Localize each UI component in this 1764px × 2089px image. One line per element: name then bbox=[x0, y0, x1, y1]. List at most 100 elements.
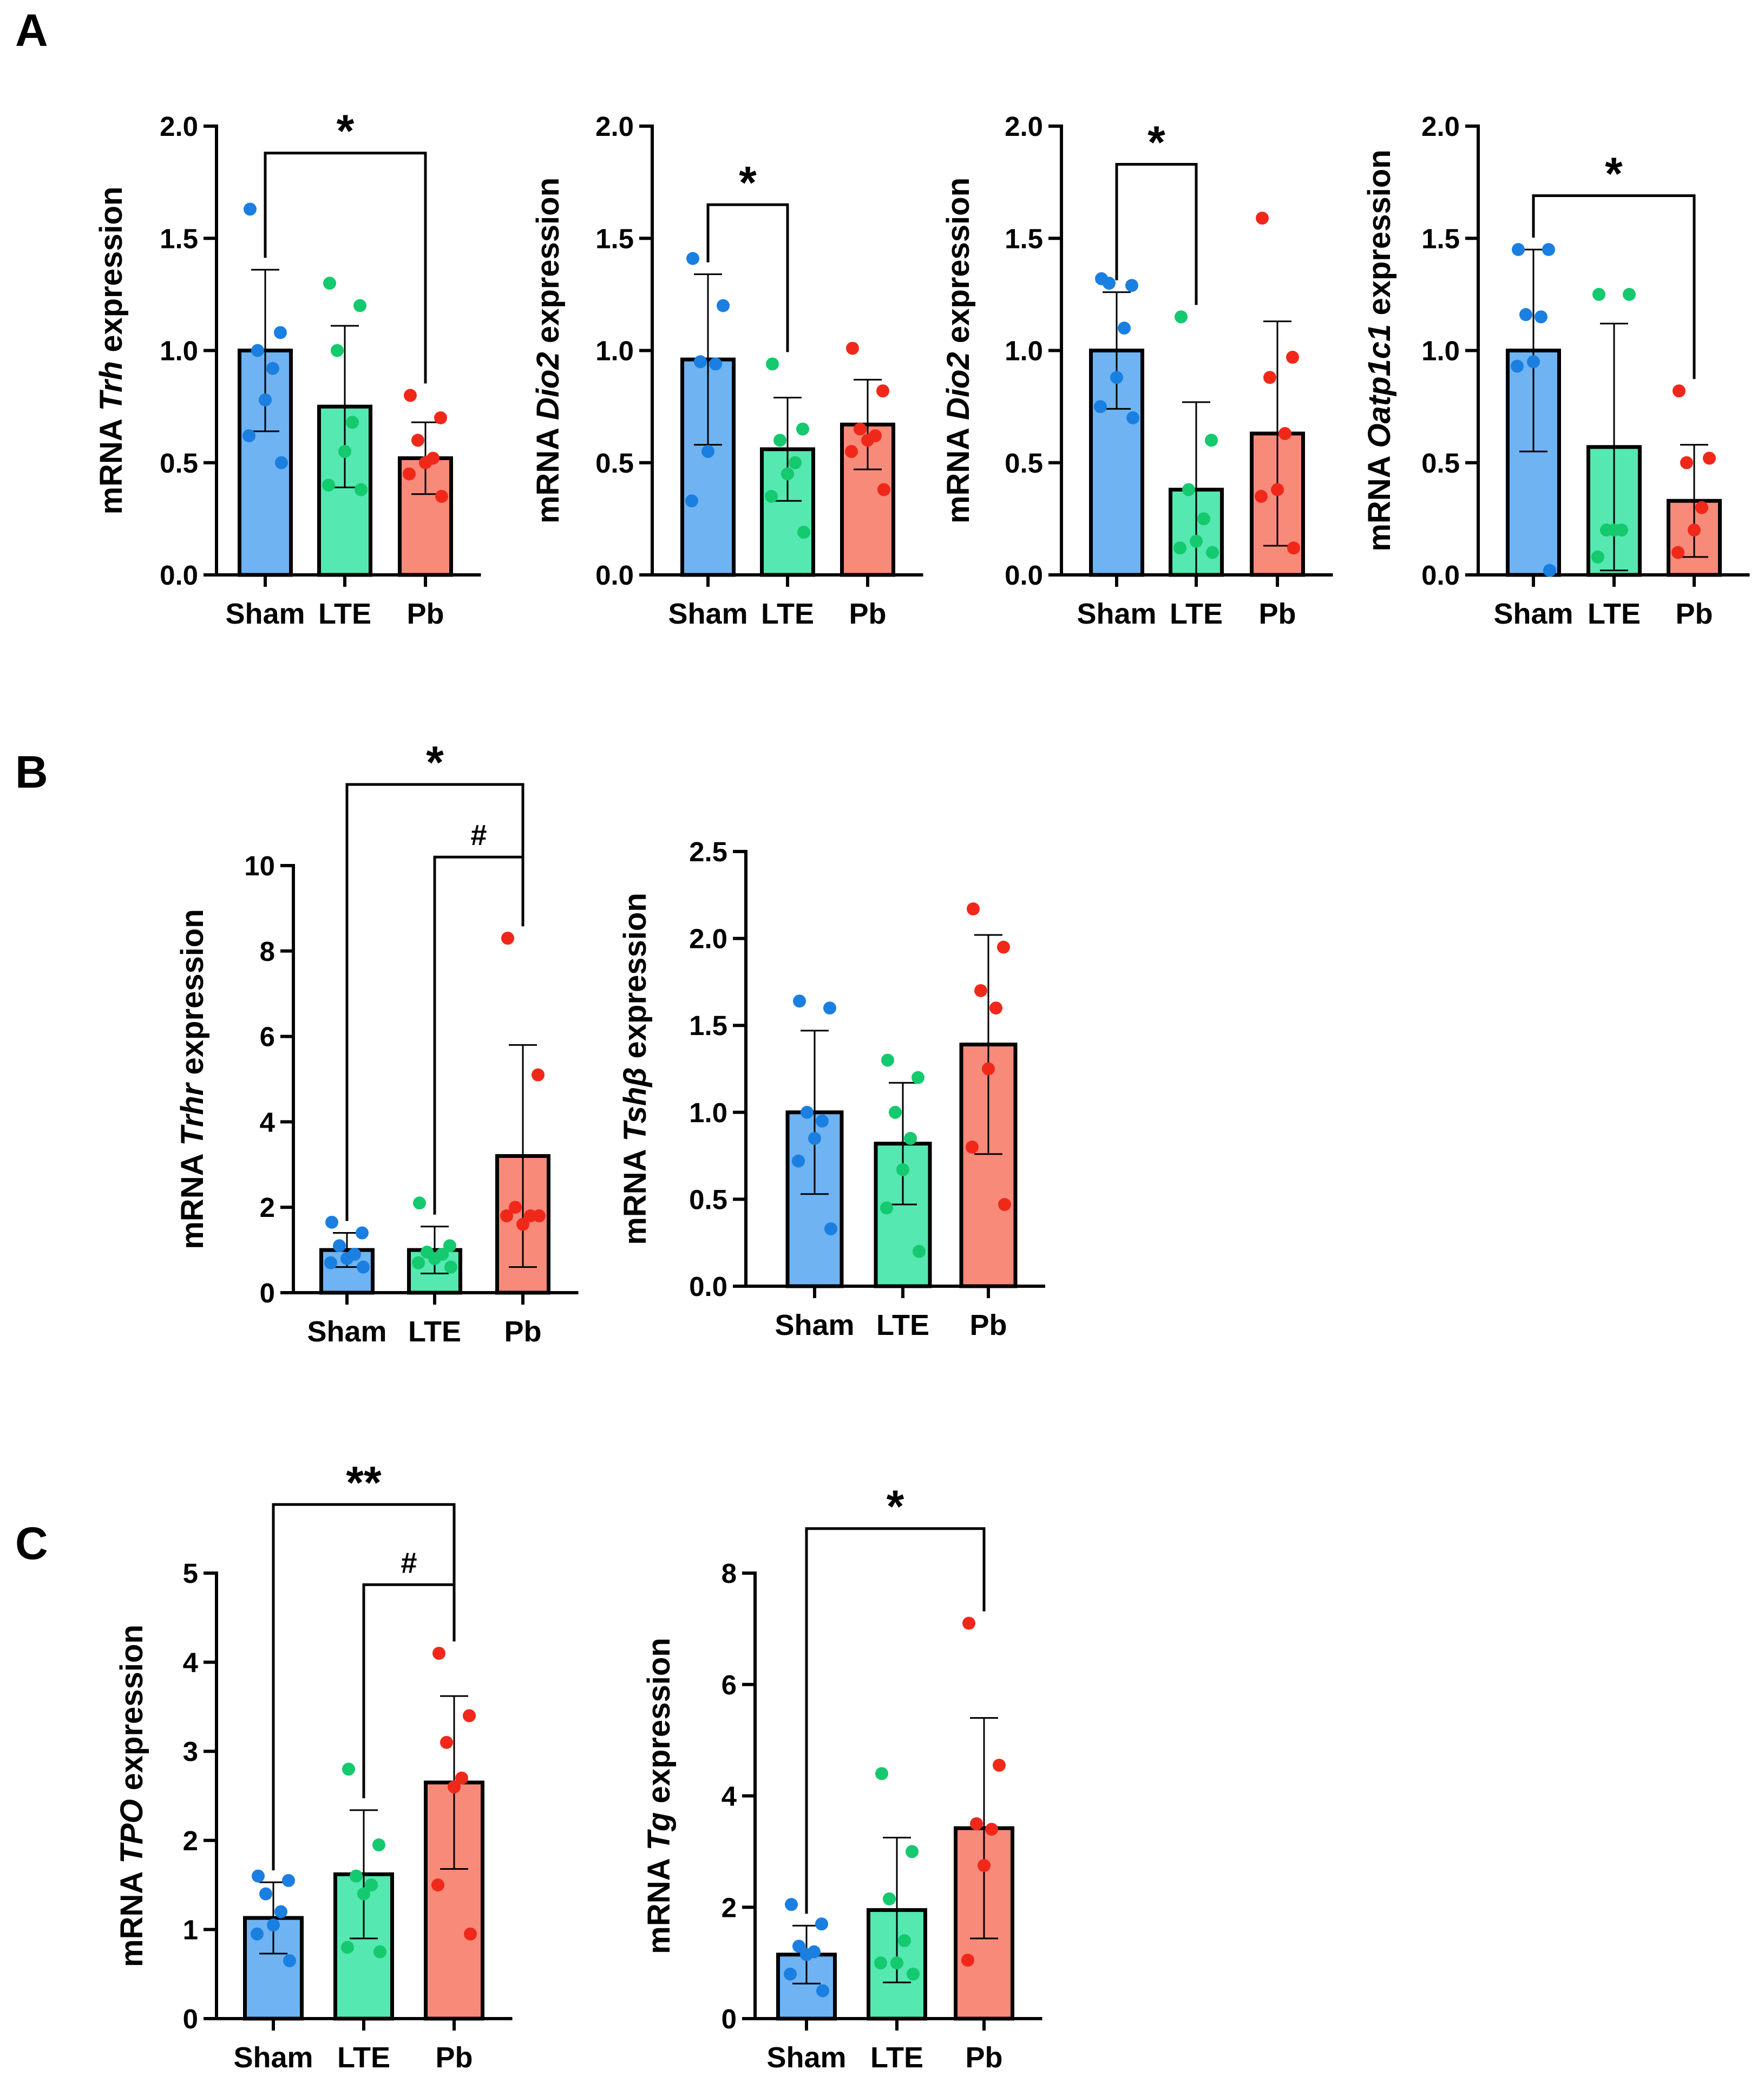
data-point-sham bbox=[1542, 243, 1555, 256]
y-tick-label: 8 bbox=[260, 936, 275, 967]
x-tick-label: Sham bbox=[225, 598, 305, 630]
y-axis-title: mRNA TPO expression bbox=[114, 1625, 149, 1967]
y-tick-label: 2 bbox=[183, 1825, 198, 1856]
data-point-sham bbox=[251, 1927, 264, 1941]
data-point-pb bbox=[440, 1736, 453, 1749]
x-tick-label: Pb bbox=[435, 2041, 473, 2074]
data-point-pb bbox=[1680, 456, 1693, 469]
y-tick-label: 6 bbox=[722, 1669, 737, 1700]
panel-label-a: A bbox=[15, 5, 48, 56]
data-point-pb bbox=[516, 1217, 529, 1231]
data-point-sham bbox=[823, 1001, 836, 1015]
significance-label: ** bbox=[346, 1457, 382, 1508]
data-point-pb bbox=[1271, 483, 1284, 496]
y-axis-title-gene: Dio2 bbox=[941, 352, 976, 420]
data-point-pb bbox=[1278, 427, 1291, 440]
y-tick-label: 2.0 bbox=[595, 111, 634, 142]
y-axis-title: mRNA Dio2 expression bbox=[530, 178, 566, 523]
y-tick-label: 4 bbox=[722, 1781, 737, 1812]
y-axis-title-suffix: expression bbox=[530, 178, 566, 352]
data-point-lte bbox=[323, 277, 336, 290]
data-point-lte bbox=[1197, 512, 1210, 526]
data-point-pb bbox=[435, 489, 448, 503]
data-point-lte bbox=[443, 1239, 456, 1253]
x-tick-label: Sham bbox=[775, 1309, 854, 1341]
y-tick-label: 1.5 bbox=[160, 223, 198, 254]
data-point-lte bbox=[880, 1201, 893, 1215]
data-point-lte bbox=[898, 1934, 911, 1947]
data-point-sham bbox=[251, 344, 264, 357]
data-point-pb bbox=[431, 1878, 444, 1892]
data-point-sham bbox=[792, 1940, 805, 1953]
x-tick-label: Pb bbox=[1258, 598, 1296, 630]
data-point-lte bbox=[773, 434, 786, 447]
data-point-pb bbox=[845, 445, 858, 459]
y-tick-label: 4 bbox=[260, 1106, 276, 1137]
data-point-sham bbox=[701, 445, 714, 459]
x-tick-label: Sham bbox=[1493, 598, 1573, 630]
data-point-lte bbox=[883, 1892, 896, 1905]
data-point-sham bbox=[242, 429, 255, 443]
y-tick-label: 0 bbox=[260, 1278, 275, 1308]
data-point-lte bbox=[1182, 483, 1195, 496]
data-point-sham bbox=[244, 202, 257, 216]
x-tick-label: LTE bbox=[761, 598, 814, 630]
significance-bracket bbox=[264, 152, 427, 384]
y-axis-title: mRNA Dio2 expression bbox=[941, 178, 976, 523]
data-point-pb bbox=[854, 422, 867, 436]
x-tick-label: LTE bbox=[870, 2041, 923, 2074]
data-point-lte bbox=[913, 1245, 926, 1258]
data-point-sham bbox=[259, 393, 272, 407]
x-tick-label: LTE bbox=[408, 1315, 461, 1348]
y-tick-label: 4 bbox=[183, 1647, 199, 1678]
y-axis-title-prefix: mRNA bbox=[1362, 448, 1397, 552]
y-tick-label: 1.5 bbox=[595, 223, 634, 254]
y-tick-label: 1 bbox=[183, 1914, 198, 1945]
panel-label-c: C bbox=[15, 1518, 48, 1569]
y-tick-label: 0.5 bbox=[689, 1184, 727, 1215]
data-point-pb bbox=[532, 1068, 545, 1082]
data-point-sham bbox=[801, 1105, 814, 1119]
data-point-lte bbox=[342, 1763, 355, 1776]
y-axis-title-prefix: mRNA bbox=[114, 1864, 149, 1967]
x-tick-label: LTE bbox=[1170, 598, 1223, 630]
data-point-sham bbox=[785, 1898, 798, 1911]
data-point-sham bbox=[1519, 308, 1532, 322]
significance-bracket bbox=[345, 783, 524, 1221]
data-point-pb bbox=[982, 1062, 995, 1076]
significance-label: * bbox=[337, 106, 355, 156]
data-point-sham bbox=[1543, 564, 1556, 577]
y-tick-label: 0.5 bbox=[1005, 448, 1043, 479]
charts-layer: 0.0 0.5 1.0 1.5 2.0 Sham LTE Pb * mRNA Trh expres… bbox=[94, 106, 1750, 2074]
y-axis-title: mRNA Trh expression bbox=[94, 187, 129, 515]
significance-bracket bbox=[706, 203, 789, 352]
data-point-pb bbox=[1688, 523, 1701, 537]
x-tick-label: Pb bbox=[965, 2041, 1002, 2074]
data-point-sham bbox=[274, 326, 287, 339]
y-axis-title-gene: Trh bbox=[94, 361, 129, 411]
data-point-lte bbox=[797, 526, 810, 539]
data-point-lte bbox=[896, 1163, 909, 1176]
data-point-pb bbox=[1286, 350, 1299, 364]
y-tick-label: 0.5 bbox=[160, 448, 198, 479]
data-point-pb bbox=[1263, 371, 1276, 384]
data-point-pb bbox=[1673, 384, 1686, 398]
y-axis-title-prefix: mRNA bbox=[618, 1142, 653, 1245]
data-point-sham bbox=[816, 1984, 829, 1998]
y-tick-label: 0 bbox=[722, 2003, 737, 2034]
y-axis-title-gene: Trhr bbox=[175, 1082, 210, 1145]
data-point-lte bbox=[350, 1869, 363, 1883]
data-point-lte bbox=[796, 422, 809, 436]
x-tick-label: LTE bbox=[1588, 598, 1641, 630]
y-axis-title-gene: TPO bbox=[114, 1799, 149, 1863]
data-point-pb bbox=[1671, 546, 1684, 559]
data-point-lte bbox=[412, 1256, 425, 1269]
y-axis-title-suffix: expression bbox=[641, 1638, 677, 1812]
data-point-sham bbox=[325, 1215, 338, 1229]
significance-bracket bbox=[272, 1503, 456, 1871]
data-point-sham bbox=[266, 362, 279, 375]
significance-bracket bbox=[362, 1583, 456, 1798]
y-tick-label: 1.0 bbox=[1005, 336, 1043, 366]
data-point-sham bbox=[793, 994, 806, 1008]
